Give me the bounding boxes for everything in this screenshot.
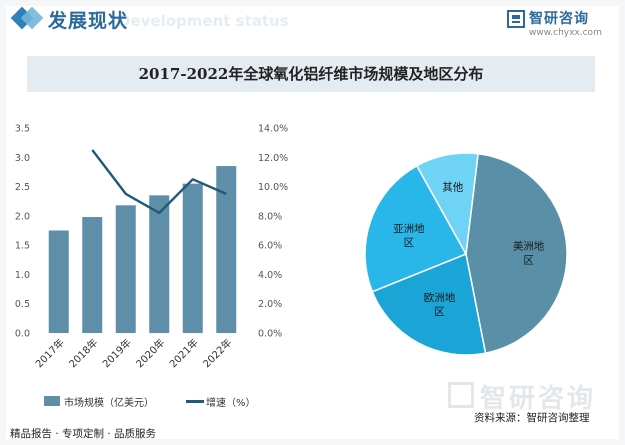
- pie-slice: [465, 152, 568, 354]
- right-axis-tick-label: 4.0%: [258, 270, 282, 281]
- left-axis-tick-label: 3.0: [15, 153, 30, 164]
- left-axis-tick-label: 2.0: [15, 211, 30, 222]
- pie-slice-label-cont: 区: [434, 306, 445, 318]
- x-axis-tick-label: 2018年: [66, 336, 100, 370]
- pie-slice: [371, 252, 487, 356]
- legend-swatch-bar: [44, 396, 60, 406]
- bar: [82, 217, 103, 333]
- left-axis-tick-label: 1.5: [15, 241, 30, 252]
- bar: [115, 205, 136, 333]
- legend-label-bar: 市场规模（亿美元）: [64, 398, 154, 409]
- bar: [48, 230, 69, 333]
- right-axis: 0.0% 2.0% 4.0% 6.0% 8.0% 10.0% 12.0% 14.0%: [258, 124, 288, 340]
- pie-slice: [364, 164, 468, 293]
- brand-logo: 智研咨询 www.chyxx.com: [507, 8, 619, 44]
- pie-slice-label-cont: 区: [404, 237, 415, 249]
- growth-line: [91, 149, 227, 215]
- watermark-text: 智研咨询: [480, 384, 597, 414]
- x-axis-labels: 2017年 2018年 2019年 2020年 2021年 2022年: [33, 336, 235, 370]
- right-axis-tick-label: 12.0%: [258, 153, 288, 164]
- x-axis-tick-label: 2017年: [33, 336, 67, 370]
- bar: [216, 166, 237, 333]
- header-ghost-text: Development status: [118, 12, 289, 30]
- left-axis-tick-label: 3.5: [15, 124, 30, 135]
- bar: [149, 195, 170, 333]
- x-axis-tick-label: 2020年: [133, 336, 167, 370]
- x-axis-tick-label: 2019年: [100, 336, 134, 370]
- pie-slice: [415, 152, 479, 257]
- right-axis-tick-label: 8.0%: [258, 211, 282, 222]
- brand-mark-icon: [507, 10, 525, 28]
- left-axis-tick-label: 1.0: [15, 270, 30, 281]
- section-header: Development status 发展现状: [0, 0, 625, 40]
- bar-series: [48, 166, 237, 333]
- watermark-box: [448, 382, 474, 408]
- left-axis: 0.0 0.5 1.0 1.5 2.0 2.5 3.0 3.5: [15, 124, 30, 340]
- legend-swatch-line: [186, 400, 204, 403]
- pie-slice-label: 美洲地: [513, 240, 545, 253]
- pie-slice-label: 欧洲地: [424, 291, 456, 304]
- chart-title-bar: 2017-2022年全球氧化铝纤维市场规模及地区分布: [27, 56, 595, 92]
- left-axis-tick-label: 2.5: [15, 182, 30, 193]
- left-axis-tick-label: 0.0: [15, 329, 30, 340]
- right-axis-tick-label: 10.0%: [258, 182, 288, 193]
- section-title: 发展现状: [48, 10, 129, 32]
- left-axis-tick-label: 0.5: [15, 299, 30, 310]
- pie-slice-label: 其他: [442, 181, 463, 194]
- right-axis-tick-label: 14.0%: [258, 124, 288, 135]
- footer-tagline: 精品报告 · 专项定制 · 品质服务: [10, 428, 157, 440]
- source-note: 资料来源：智研咨询整理: [474, 412, 590, 424]
- brand-url: www.chyxx.com: [529, 28, 602, 38]
- right-axis-tick-label: 6.0%: [258, 241, 282, 252]
- line-series: [91, 149, 227, 215]
- x-axis-tick-label: 2022年: [200, 336, 234, 370]
- pie-slice-label-cont: 区: [523, 255, 534, 267]
- chart-title: 2017-2022年全球氧化铝纤维市场规模及地区分布: [138, 65, 484, 83]
- bar: [182, 183, 203, 333]
- right-axis-tick-label: 2.0%: [258, 299, 282, 310]
- right-axis-tick-label: 0.0%: [258, 329, 282, 340]
- brand-name: 智研咨询: [529, 11, 589, 27]
- pie-slice-label: 亚洲地: [393, 222, 425, 235]
- legend-label-line: 增速（%）: [206, 398, 256, 409]
- x-axis-tick-label: 2021年: [167, 336, 201, 370]
